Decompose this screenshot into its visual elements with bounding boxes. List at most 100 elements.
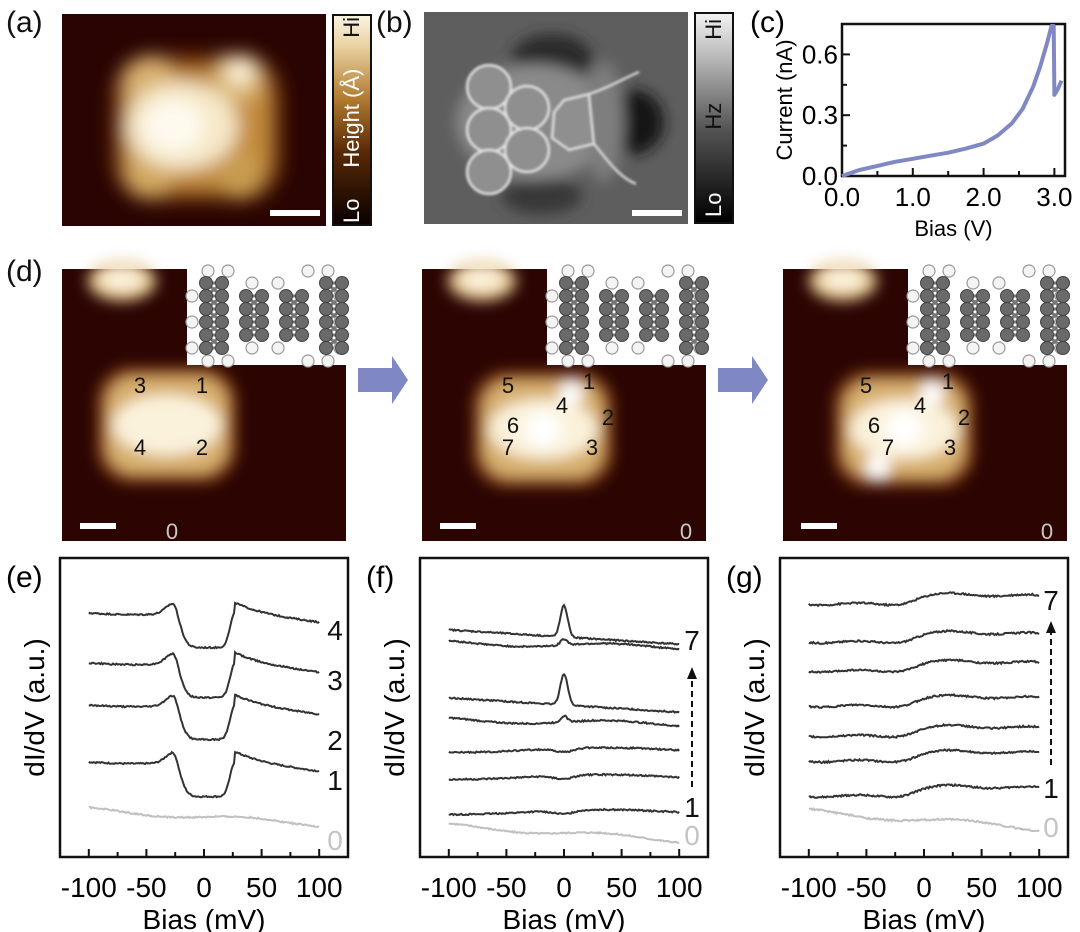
curve-label: 0	[327, 825, 343, 856]
carbon-atom	[559, 328, 573, 342]
hydrogen-atom	[966, 341, 980, 355]
spectrum-curve	[448, 672, 680, 714]
site-label: 4	[914, 393, 926, 418]
site-label: 7	[502, 435, 514, 460]
carbon-atom	[1016, 315, 1030, 329]
x-tick-label: 3.0	[1036, 182, 1072, 212]
panel-label-d: (d)	[6, 255, 43, 288]
spectrum-curve	[448, 822, 680, 844]
spectrum-curve	[88, 693, 320, 742]
hydrogen-atom	[1022, 264, 1036, 278]
carbon-atom	[319, 276, 333, 290]
carbon-atom	[575, 328, 589, 342]
carbon-atom	[215, 302, 229, 316]
carbon-atom	[976, 315, 990, 329]
curve-label: 3	[327, 665, 343, 696]
carbon-atom	[1056, 315, 1070, 329]
carbon-atom	[199, 328, 213, 342]
hydrogen-atom	[271, 341, 285, 355]
carbon-atom	[679, 276, 693, 290]
carbon-atom	[599, 289, 613, 303]
scale-bar	[801, 523, 837, 529]
panel-label-a: (a)	[6, 6, 43, 39]
carbon-atom	[1056, 289, 1070, 303]
carbon-atom	[679, 289, 693, 303]
molecule-model-inset	[545, 264, 709, 368]
carbon-atom	[1016, 328, 1030, 342]
y-tick-label: 0.6	[802, 39, 838, 69]
hydrogen-atom	[922, 264, 936, 278]
carbon-atom	[695, 276, 709, 290]
stm-sequence-d: 3 14 205 146 27 305 146 27 30	[62, 261, 1070, 544]
carbon-atom	[936, 341, 950, 355]
carbon-atom	[255, 315, 269, 329]
colorbar-frequency: Lo Hz Hi	[694, 12, 734, 224]
carbon-atom	[295, 315, 309, 329]
carbon-atom	[559, 315, 573, 329]
hydrogen-atom	[906, 315, 920, 329]
carbon-atom	[279, 328, 293, 342]
carbon-atom	[936, 315, 950, 329]
carbon-atom	[920, 276, 934, 290]
carbon-atom	[639, 302, 653, 316]
x-tick-label: -100	[421, 872, 477, 903]
carbon-atom	[199, 315, 213, 329]
hydrogen-atom	[301, 264, 315, 278]
curve-label: 0	[1043, 812, 1059, 843]
carbon-atom	[936, 289, 950, 303]
carbon-atom	[199, 341, 213, 355]
site-label: 1	[583, 369, 595, 394]
carbon-atom	[599, 328, 613, 342]
carbon-atom	[1000, 315, 1014, 329]
carbon-atom	[960, 302, 974, 316]
x-tick-label: 100	[296, 872, 343, 903]
spectrum-curve	[808, 591, 1040, 608]
x-tick-label: 0	[556, 872, 572, 903]
hydrogen-atom	[545, 315, 559, 329]
spectrum-curve	[808, 693, 1040, 709]
y-tick-label: 0.3	[802, 100, 838, 130]
x-tick-label: -100	[781, 872, 837, 903]
carbon-atom	[936, 328, 950, 342]
panel-label-b: (b)	[376, 6, 413, 39]
hydrogen-atom	[561, 264, 575, 278]
x-tick-label: 0	[916, 872, 932, 903]
curve-label: 4	[327, 615, 343, 646]
site-label: 7	[882, 435, 894, 460]
hydrogen-atom	[221, 264, 235, 278]
hydrogen-atom	[185, 315, 199, 329]
carbon-atom	[559, 289, 573, 303]
panel-label-c: (c)	[750, 6, 785, 39]
right-arrow-icon	[358, 356, 408, 404]
carbon-atom	[1000, 302, 1014, 316]
x-axis-label: Bias (mV)	[143, 904, 266, 932]
carbon-atom	[655, 302, 669, 316]
carbon-atom	[1016, 289, 1030, 303]
carbon-atom	[239, 315, 253, 329]
curve-label: 2	[327, 725, 343, 756]
substrate-label: 0	[1041, 519, 1053, 544]
plot-frame	[58, 556, 350, 859]
x-tick-label: -50	[486, 872, 526, 903]
carbon-atom	[295, 302, 309, 316]
spectrum-curve	[808, 806, 1040, 833]
x-tick-label: -100	[61, 872, 117, 903]
carbon-atom	[655, 328, 669, 342]
carbon-atom	[319, 328, 333, 342]
carbon-atom	[960, 315, 974, 329]
carbon-atom	[695, 328, 709, 342]
curve-label: 1	[1043, 773, 1059, 804]
site-label: 2	[602, 405, 614, 430]
carbon-atom	[695, 289, 709, 303]
colorbar-lo-label: Lo	[701, 192, 726, 217]
spectrum-curve	[808, 722, 1040, 739]
hydrogen-atom	[185, 341, 199, 355]
hydrogen-atom	[221, 354, 235, 368]
spectrum-curve	[448, 714, 680, 728]
panel-label-g: (g)	[726, 561, 763, 594]
x-tick-label: -50	[126, 872, 166, 903]
carbon-atom	[319, 289, 333, 303]
carbon-atom	[279, 289, 293, 303]
carbon-atom	[695, 341, 709, 355]
